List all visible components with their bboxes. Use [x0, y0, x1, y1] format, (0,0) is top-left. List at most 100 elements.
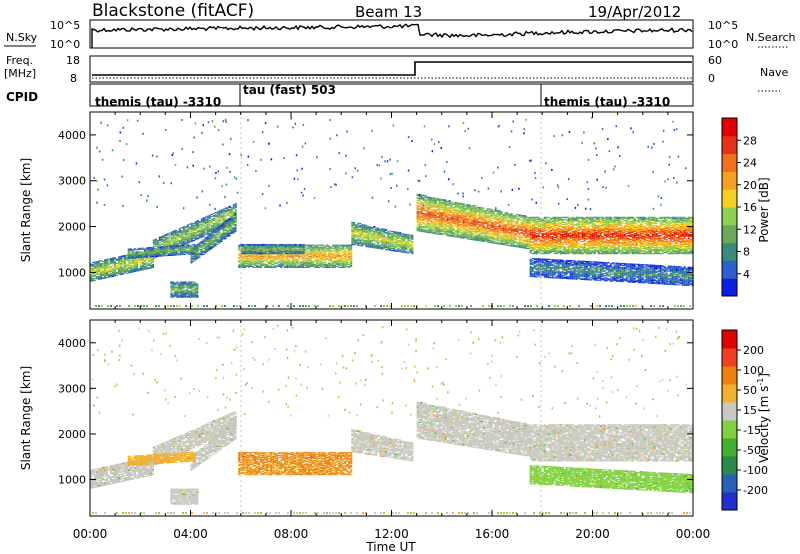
echo-cell [154, 256, 157, 258]
echo-cell [248, 260, 251, 262]
echo-cell [393, 241, 396, 243]
echo-cell [190, 229, 193, 231]
echo-cell [162, 242, 165, 244]
echo-cell [336, 261, 339, 263]
echo-cell [238, 244, 241, 246]
echo-cell [127, 252, 130, 254]
echo-cell [174, 283, 177, 285]
echo-cell [200, 231, 203, 233]
echo-cell [212, 232, 215, 234]
echo-cell [168, 243, 171, 245]
echo-cell [126, 258, 128, 260]
echo-cell [149, 249, 152, 251]
echo-cell [182, 231, 185, 233]
echo-cell [348, 263, 351, 265]
echo-cell [332, 253, 335, 255]
echo-cell [294, 264, 297, 266]
echo-cell [196, 250, 199, 253]
echo-cell [210, 240, 213, 243]
echo-cell [194, 258, 197, 260]
echo-cell [196, 296, 199, 298]
echo-cell [166, 241, 169, 243]
echo-cell [186, 288, 189, 290]
echo-cell [208, 247, 211, 249]
echo-cell [284, 262, 287, 264]
echo-cell [216, 226, 219, 228]
echo-cell [274, 265, 277, 267]
echo-cell [92, 279, 94, 281]
echo-cell [234, 229, 237, 232]
echo-cell [348, 265, 351, 267]
echo-cell [228, 212, 231, 215]
echo-cell [318, 255, 321, 257]
echo-cell [208, 214, 211, 216]
echo-cell [304, 263, 307, 265]
echo-cell [258, 260, 261, 262]
echo-cell [234, 207, 237, 209]
echo-cell [208, 249, 211, 251]
echo-cell [284, 255, 287, 257]
echo-cell [172, 243, 175, 245]
echo-cell [176, 290, 179, 292]
echo-cell [124, 259, 126, 262]
echo-cell [304, 258, 307, 260]
echo-cell [142, 267, 144, 269]
echo-cell [98, 267, 100, 269]
echo-cell [460, 224, 463, 226]
echo-cell [232, 228, 235, 230]
echo-cell [278, 260, 281, 262]
cpid-segment-2: tau (fast) 503 [243, 83, 336, 97]
echo-cell [165, 245, 168, 248]
echo-cell [422, 222, 425, 224]
echo-cell [312, 250, 315, 252]
echo-cell [264, 243, 267, 246]
echo-cell [124, 254, 126, 257]
echo-cell [369, 236, 372, 238]
echo-cell [454, 209, 457, 211]
echo-cell [274, 262, 277, 264]
echo-cell [228, 233, 231, 235]
echo-cell [92, 269, 94, 272]
echo-cell [250, 262, 253, 264]
echo-cell [246, 265, 249, 267]
echo-cell [174, 230, 177, 232]
echo-cell [230, 212, 233, 214]
echo-cell [357, 222, 360, 224]
echo-cell [177, 246, 180, 248]
echo-cell [161, 255, 164, 257]
echo-cell [334, 248, 337, 250]
echo-cell [369, 239, 372, 241]
echo-cell [130, 269, 132, 271]
echo-cell [248, 259, 251, 261]
echo-cell [198, 243, 201, 245]
echo-cell [460, 222, 463, 224]
echo-cell [232, 230, 235, 232]
echo-cell [208, 226, 211, 228]
echo-cell [286, 266, 289, 268]
echo-cell [124, 272, 126, 274]
echo-cell [193, 244, 196, 246]
echo-cell [152, 242, 155, 244]
echo-cell [302, 254, 305, 256]
echo-cell [456, 202, 459, 204]
echo-cell [174, 234, 177, 236]
echo-cell [282, 253, 285, 255]
echo-cell [308, 253, 311, 255]
echo-cell [190, 228, 193, 230]
echo-cell [242, 253, 245, 255]
echo-cell [180, 286, 183, 288]
echo-cell [340, 266, 343, 268]
echo-cell [226, 220, 229, 222]
echo-cell [130, 268, 132, 270]
echo-cell [262, 260, 265, 262]
echo-cell [328, 247, 331, 249]
echo-cell [168, 241, 171, 243]
echo-cell [165, 250, 168, 253]
echo-cell [216, 232, 219, 234]
echo-cell [420, 223, 423, 225]
echo-cell [256, 259, 259, 261]
echo-cell [112, 260, 114, 262]
echo-cell [148, 266, 150, 269]
echo-cell [200, 233, 203, 235]
echo-cell [250, 246, 253, 248]
